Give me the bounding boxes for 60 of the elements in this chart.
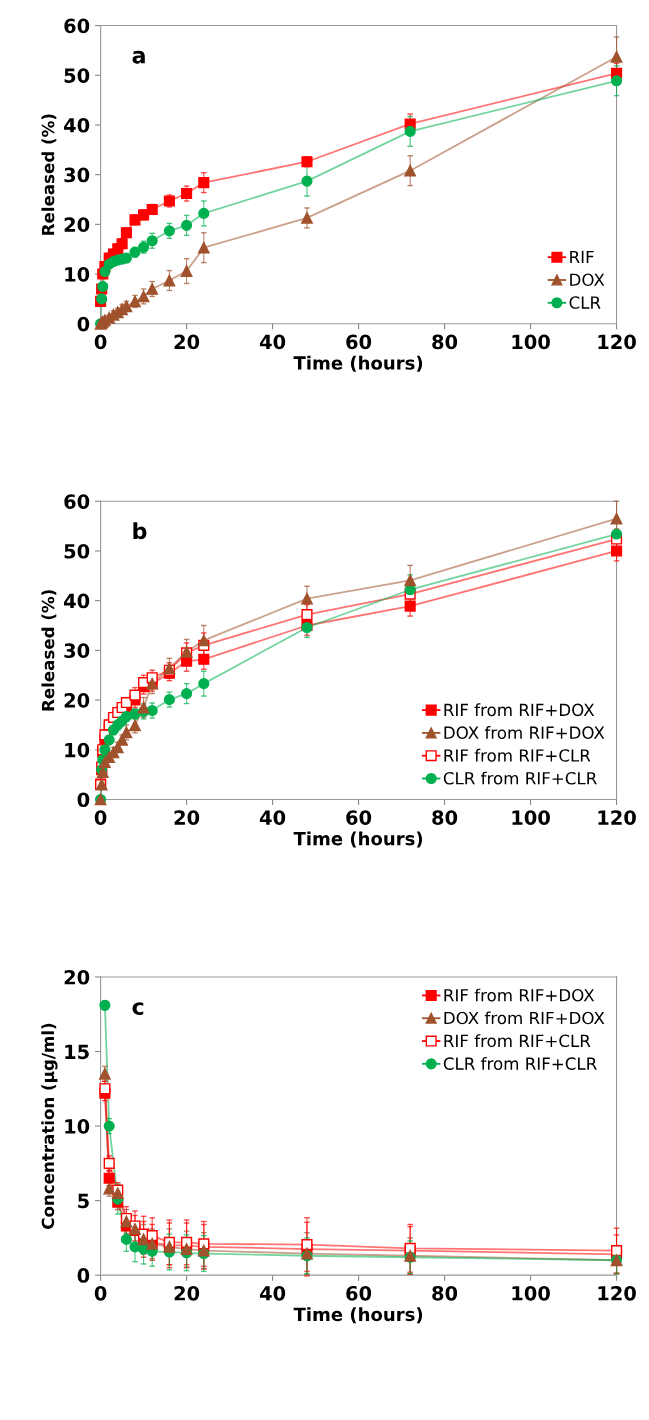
x-tick-label: 0 <box>94 334 107 350</box>
legend-label: DOX <box>570 273 605 287</box>
x-tick-label: 80 <box>432 1285 458 1301</box>
y-tick-label: 60 <box>64 18 90 34</box>
legend-label: CLR <box>569 296 601 309</box>
y-tick-label: 50 <box>64 68 90 83</box>
y-tick-label: 40 <box>64 593 90 609</box>
x-tick-label: 20 <box>174 334 200 350</box>
text: a <box>132 50 145 64</box>
x-tick-label: 100 <box>512 810 550 825</box>
text: c <box>132 1002 144 1016</box>
y-tick-label: 0 <box>77 792 90 808</box>
y-tick-label: 10 <box>65 742 90 758</box>
x-tick-label: 0 <box>94 810 107 825</box>
x-axis-title: Time (hours) <box>293 831 423 848</box>
x-tick-label: 60 <box>346 1285 372 1301</box>
y-tick-label: 30 <box>64 643 90 659</box>
x-tick-label: 40 <box>259 810 286 825</box>
legend-label: RIF from RIF+DOX <box>444 988 595 1002</box>
legend-label: RIF from RIF+CLR <box>444 1034 591 1048</box>
x-tick-label: 80 <box>432 334 458 350</box>
y-tick-label: 20 <box>64 693 90 708</box>
legend-label: CLR from RIF+CLR <box>443 771 597 785</box>
x-tick-label: 0 <box>94 1285 107 1301</box>
legend-label: RIF from RIF+CLR <box>444 748 591 762</box>
x-tick-label: 40 <box>259 1285 286 1301</box>
x-tick-label: 20 <box>174 810 200 825</box>
y-tick-label: 20 <box>64 969 90 985</box>
y-tick-label: 0 <box>77 316 90 332</box>
legend-label: RIF from RIF+DOX <box>444 703 595 717</box>
y-tick-label: 20 <box>64 217 90 233</box>
x-axis-title: Time (hours) <box>293 355 423 372</box>
y-axis-title: Concentration (µg/ml) <box>41 1023 58 1229</box>
y-axis-title: Released (%) <box>41 114 57 235</box>
y-tick-label: 30 <box>64 167 90 183</box>
x-tick-label: 100 <box>512 334 550 350</box>
y-tick-label: 0 <box>77 1268 90 1283</box>
x-tick-label: 40 <box>259 334 286 350</box>
legend-label: DOX from RIF+DOX <box>444 726 605 739</box>
x-tick-label: 120 <box>598 810 636 825</box>
x-axis-title: Time (hours) <box>293 1307 423 1324</box>
x-tick-label: 60 <box>346 334 372 350</box>
text: b <box>133 522 147 540</box>
x-tick-label: 100 <box>512 1285 550 1301</box>
legend-label: DOX from RIF+DOX <box>444 1011 605 1025</box>
x-tick-label: 120 <box>598 334 636 350</box>
y-tick-label: 40 <box>64 117 90 133</box>
x-tick-label: 80 <box>432 810 458 825</box>
y-axis-title: Released (%) <box>41 590 57 711</box>
y-tick-label: 5 <box>78 1193 89 1209</box>
y-tick-label: 15 <box>65 1044 89 1060</box>
x-tick-label: 60 <box>346 810 372 825</box>
y-tick-label: 10 <box>65 1119 90 1134</box>
x-tick-label: 120 <box>598 1285 636 1301</box>
y-tick-label: 10 <box>65 267 90 282</box>
legend-label: RIF <box>570 250 594 264</box>
x-tick-label: 20 <box>174 1285 200 1301</box>
y-tick-label: 60 <box>64 494 90 509</box>
legend-label: CLR from RIF+CLR <box>443 1057 597 1070</box>
y-tick-label: 50 <box>64 543 90 559</box>
